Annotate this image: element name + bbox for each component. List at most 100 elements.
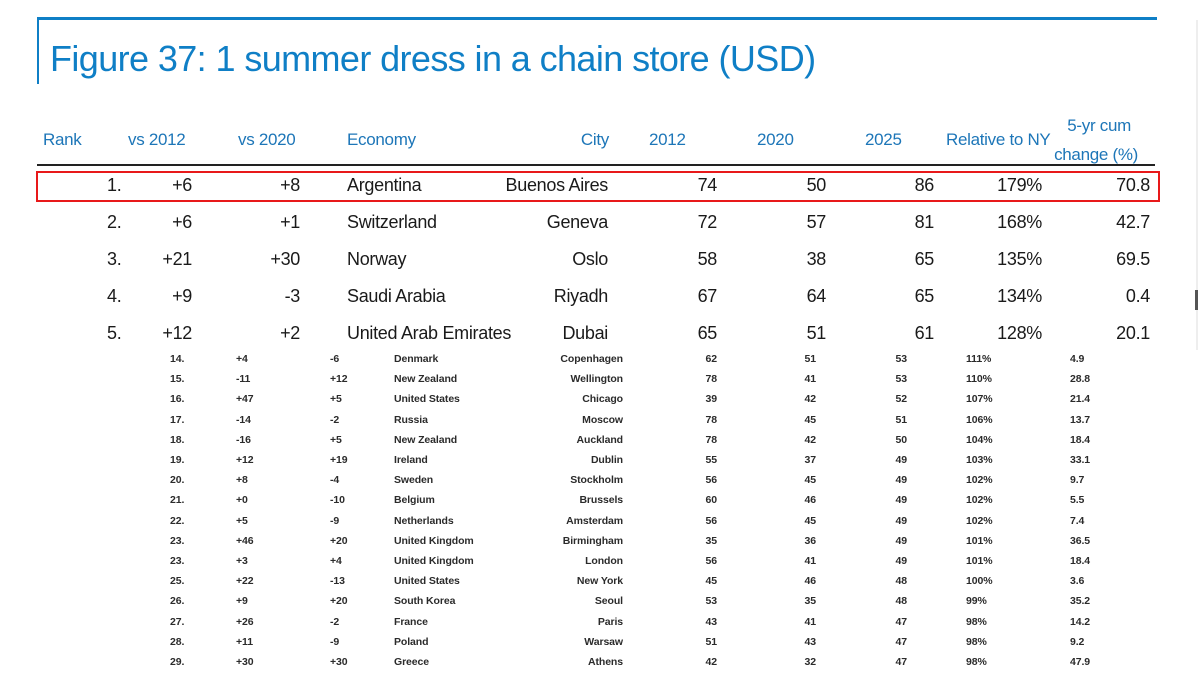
cell-rank: 20. [170, 474, 185, 487]
cell-y2025: 53 [895, 373, 908, 386]
cell-cum: 20.1 [1116, 323, 1150, 343]
cell-y2012: 55 [705, 454, 718, 466]
cell-vs2012: -14 [236, 413, 251, 426]
cell-relative: 110% [966, 373, 992, 386]
cell-vs2020: +20 [330, 534, 348, 547]
cell-economy: Argentina [347, 175, 422, 195]
cell-relative: 128% [997, 323, 1042, 343]
cell-city: Oslo [572, 249, 608, 269]
cell-y2025: 48 [895, 595, 908, 608]
cell-vs2012: +21 [162, 249, 192, 269]
cell-relative: 99% [966, 595, 987, 608]
cell-cum: 4.9 [1070, 353, 1085, 365]
cell-y2012: 45 [705, 575, 718, 588]
table-row: 3. +21 +30 Norway Oslo 58 38 65 135% 69.5 [0, 249, 1200, 275]
cell-y2020: 38 [806, 249, 827, 269]
cell-y2025: 49 [895, 454, 908, 466]
table-row: 15. -11 +12 New Zealand Wellington 78 41 53 110%… [0, 373, 1200, 387]
cell-vs2020: +5 [330, 433, 342, 446]
cell-rank: 14. [170, 353, 185, 365]
cell-cum: 47.9 [1070, 656, 1091, 668]
cell-cum: 7.4 [1070, 514, 1085, 527]
cell-y2025: 51 [895, 413, 908, 426]
cell-rank: 4. [107, 286, 122, 306]
cell-y2025: 49 [895, 494, 908, 507]
cell-rank: 22. [170, 514, 185, 527]
cell-vs2012: +26 [236, 615, 254, 628]
cell-y2012: 74 [697, 175, 718, 195]
table-row: 27. +26 -2 France Paris 43 41 47 98% 14.2 [0, 616, 1200, 630]
cell-vs2020: +19 [330, 454, 348, 466]
cell-cum: 14.2 [1070, 615, 1091, 628]
cell-economy: United Arab Emirates [347, 323, 512, 343]
cell-city: Seoul [594, 595, 623, 608]
cell-economy: New Zealand [394, 433, 458, 446]
cell-rank: 2. [107, 212, 122, 232]
header-2012: 2012 [649, 130, 686, 149]
cell-y2012: 56 [705, 514, 718, 527]
cell-rank: 3. [107, 249, 122, 269]
cell-city: Dublin [590, 454, 623, 466]
cell-y2012: 58 [697, 249, 718, 269]
table-row: 18. -16 +5 New Zealand Auckland 78 42 50 104% 18.… [0, 434, 1200, 448]
cell-vs2020: +4 [330, 555, 342, 567]
cell-vs2012: -16 [236, 433, 251, 446]
cell-economy: Greece [394, 656, 430, 668]
cell-y2025: 49 [895, 534, 908, 547]
cell-y2012: 72 [697, 212, 718, 232]
table-row: 22. +5 -9 Netherlands Amsterdam 56 45 49 102% 7.4 [0, 515, 1200, 529]
cell-y2020: 42 [804, 393, 817, 406]
cell-vs2012: +4 [236, 353, 248, 365]
cell-y2025: 53 [895, 353, 908, 365]
cell-rank: 5. [107, 323, 122, 343]
cell-cum: 42.7 [1116, 212, 1150, 232]
cell-cum: 18.4 [1070, 433, 1091, 446]
cell-cum: 0.4 [1125, 286, 1150, 306]
cell-economy: Norway [347, 249, 407, 269]
cell-rank: 15. [170, 373, 185, 386]
cell-relative: 107% [966, 393, 993, 406]
cell-y2025: 48 [895, 575, 908, 588]
cell-y2012: 67 [697, 286, 718, 306]
cell-y2012: 35 [705, 534, 718, 547]
cell-rank: 21. [170, 494, 185, 507]
cell-relative: 135% [997, 249, 1042, 269]
header-relative-to-ny: Relative to NY [946, 130, 1051, 149]
cell-vs2012: +30 [236, 656, 254, 668]
cell-rank: 26. [170, 595, 185, 608]
cell-y2020: 45 [804, 413, 817, 426]
cell-economy: Denmark [394, 353, 439, 365]
cell-relative: 134% [997, 286, 1042, 306]
cell-vs2020: -13 [330, 575, 345, 588]
cell-relative: 98% [966, 656, 987, 668]
cell-y2020: 41 [804, 555, 817, 567]
cell-y2020: 46 [804, 575, 817, 588]
cell-y2020: 37 [804, 454, 817, 466]
cell-relative: 179% [997, 175, 1042, 195]
cell-city: Copenhagen [560, 353, 623, 365]
cell-economy: United States [394, 575, 460, 588]
cell-vs2020: +5 [330, 393, 342, 406]
cell-city: Paris [597, 615, 623, 628]
cell-city: Warsaw [584, 635, 623, 648]
cell-y2020: 57 [806, 212, 827, 232]
table-row: 19. +12 +19 Ireland Dublin 55 37 49 103% 33.1 [0, 454, 1200, 468]
cell-y2012: 51 [705, 635, 718, 648]
cell-y2020: 43 [804, 635, 817, 648]
cell-y2025: 47 [895, 635, 908, 648]
table-row: 23. +46 +20 United Kingdom Birmingham 35 36 49 1… [0, 535, 1200, 549]
cell-economy: South Korea [394, 595, 456, 608]
cell-rank: 16. [170, 393, 185, 406]
cell-rank: 18. [170, 433, 185, 446]
cell-y2025: 50 [895, 433, 908, 446]
cell-vs2020: +30 [330, 656, 348, 668]
cell-city: Brussels [579, 494, 623, 507]
top-rule [37, 17, 1157, 20]
cell-y2025: 86 [914, 175, 935, 195]
cell-y2020: 36 [804, 534, 817, 547]
cell-city: Buenos Aires [505, 175, 609, 195]
cell-rank: 29. [170, 656, 185, 668]
cell-vs2020: -4 [330, 474, 340, 487]
header-cum-change-line1: 5-yr cum [1067, 116, 1131, 135]
cell-y2012: 42 [705, 656, 718, 668]
